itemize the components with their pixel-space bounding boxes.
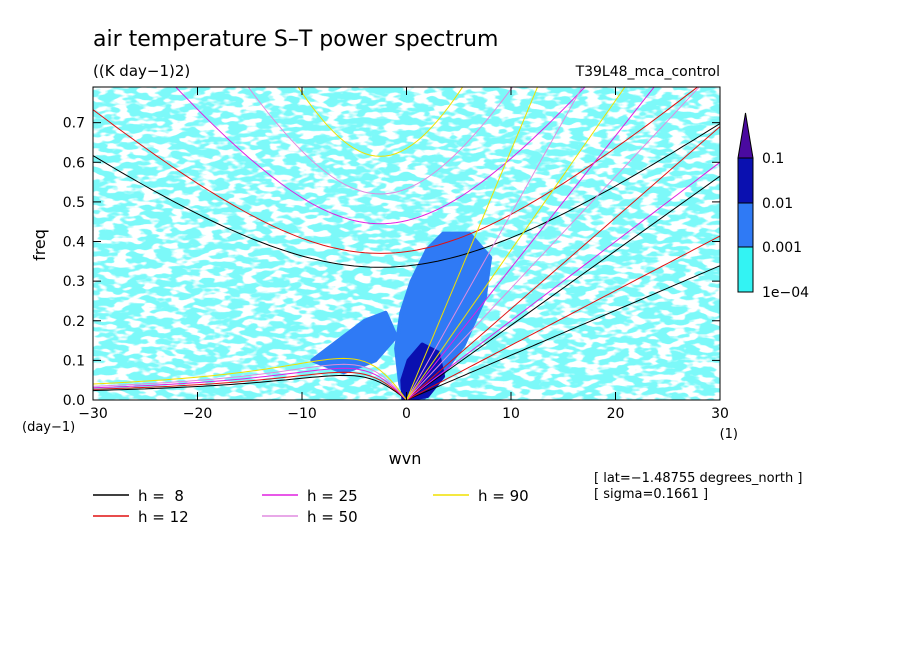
latitude-info: [ lat=−1.48755 degrees_north ] [594,471,802,486]
contour-level-0.001 [310,310,399,375]
y-tick-label: 0.7 [63,116,85,132]
y-axis-label: freq [30,229,49,261]
y-tick-label: 0.0 [63,393,85,409]
legend-label: h = 12 [138,508,189,526]
rossby-curve-h25 [93,367,407,400]
legend-label: h = 8 [138,487,184,505]
dispersion-h25 [93,87,720,400]
y-tick-label: 0.2 [63,314,85,330]
inertia-gravity-curve-h12 [93,87,699,254]
kelvin-line-h8 [406,175,720,400]
y-tick-label: 0.4 [63,235,85,251]
rossby-curve-h12 [93,371,407,400]
inertia-gravity-curve-h8 [93,123,720,268]
x-tick-label: −10 [287,406,317,422]
legend-label: h = 90 [478,487,529,505]
mrg-curve-h90 [406,87,626,400]
colorbar-segment [737,246,754,293]
inertia-gravity-curve-h90 [297,87,464,157]
legend: h = 8 h = 12 h = 25 h = 50 h = 90 [93,487,529,526]
dataset-label: T39L48_mca_control [575,64,720,80]
dispersion-h8 [93,123,720,400]
colorbar-segment [737,202,754,248]
kelvin-line-h50 [406,87,583,400]
y-axis-ticks: 0.0 0.1 0.2 0.3 0.4 0.5 0.6 0.7 [63,116,720,409]
kelvin-line-h12 [406,126,720,400]
colorbar: 0.1 0.01 0.001 1e−04 [737,112,809,301]
rossby-curve-h8 [93,374,407,400]
dispersion-h90 [93,87,626,400]
y-tick-label: 0.6 [63,155,85,171]
kelvin-line-h25 [406,87,655,400]
inertia-gravity-curve-h50 [247,87,514,195]
x-tick-label: 30 [711,406,729,422]
x-axis-label: wvn [389,449,422,468]
x-tick-label: −20 [183,406,213,422]
x-tick-label: 20 [607,406,625,422]
kelvin-line-h90 [406,87,539,400]
y-tick-label: 0.5 [63,195,85,211]
inertia-gravity-curve-h25 [175,87,586,225]
mrg-curve-h12 [406,235,720,400]
colorbar-label: 0.001 [762,240,802,256]
y-axis-unit: (day−1) [22,420,75,435]
x-axis-unit: (1) [720,427,738,442]
y-tick-label: 0.3 [63,274,85,290]
x-tick-label: 10 [502,406,520,422]
chart-units: ((K day−1)2) [93,62,190,80]
legend-label: h = 50 [307,508,358,526]
x-tick-label: −30 [78,406,108,422]
y-tick-label: 0.1 [63,353,85,369]
colorbar-label: 1e−04 [762,285,809,301]
sigma-info: [ sigma=0.1661 ] [594,487,708,502]
legend-label: h = 25 [307,487,358,505]
x-axis-ticks: −30 −20 −10 0 10 20 30 [78,87,729,422]
colorbar-label: 0.1 [762,151,784,167]
x-tick-label: 0 [402,406,411,422]
colorbar-extend-triangle [737,112,754,159]
dispersion-h50 [93,87,700,400]
rossby-curve-h90 [93,357,407,400]
dispersion-curves [93,87,720,400]
mrg-curve-h50 [406,87,700,400]
colorbar-segment [737,157,754,204]
plot-area: −30 −20 −10 0 10 20 30 0.00.10.20.30.40.50.60.… [22,86,738,468]
colorbar-label: 0.01 [762,196,793,212]
mrg-curve-h8 [406,265,720,400]
rossby-curve-h50 [93,363,407,400]
chart-title: air temperature S–T power spectrum [93,27,498,52]
spectrum-fill [93,87,720,400]
mrg-curve-h25 [406,161,720,400]
dispersion-h12 [93,87,720,400]
